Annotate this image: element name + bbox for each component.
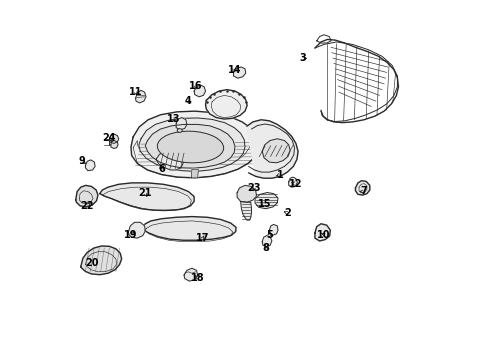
Text: 2: 2 [284, 208, 291, 218]
Text: 3: 3 [299, 53, 306, 63]
Polygon shape [184, 268, 197, 281]
Text: 7: 7 [361, 186, 368, 197]
Polygon shape [131, 111, 260, 178]
Polygon shape [76, 185, 98, 207]
Text: 4: 4 [184, 96, 191, 106]
Polygon shape [139, 118, 245, 171]
Polygon shape [81, 246, 122, 275]
Polygon shape [315, 224, 330, 241]
Text: 14: 14 [227, 64, 241, 75]
Polygon shape [234, 67, 245, 78]
Polygon shape [143, 217, 236, 240]
Text: 8: 8 [262, 243, 269, 253]
Ellipse shape [177, 129, 182, 132]
Text: 19: 19 [124, 230, 138, 239]
Text: 23: 23 [247, 183, 261, 193]
Polygon shape [100, 183, 194, 211]
Polygon shape [355, 181, 370, 195]
Text: 12: 12 [289, 179, 302, 189]
Polygon shape [191, 169, 198, 178]
Polygon shape [289, 177, 297, 187]
Polygon shape [109, 134, 119, 143]
Polygon shape [247, 120, 298, 178]
Text: 20: 20 [85, 258, 98, 268]
Text: 17: 17 [196, 233, 209, 243]
Text: 16: 16 [189, 81, 202, 91]
Text: 18: 18 [191, 273, 204, 283]
Text: 9: 9 [78, 156, 85, 166]
Polygon shape [262, 235, 272, 247]
Polygon shape [237, 185, 256, 202]
Polygon shape [111, 140, 118, 148]
Text: 1: 1 [277, 170, 284, 180]
Polygon shape [194, 85, 205, 97]
Text: 5: 5 [266, 230, 273, 239]
Polygon shape [262, 139, 290, 163]
Polygon shape [176, 118, 187, 130]
Text: 11: 11 [129, 87, 143, 97]
Polygon shape [146, 125, 235, 168]
Polygon shape [241, 202, 251, 220]
Polygon shape [133, 135, 259, 178]
Polygon shape [128, 222, 146, 238]
Polygon shape [156, 152, 183, 170]
Text: 10: 10 [317, 230, 331, 239]
Text: 6: 6 [158, 163, 165, 174]
Polygon shape [136, 90, 146, 103]
Polygon shape [85, 160, 95, 171]
Text: 15: 15 [258, 199, 272, 210]
Text: 13: 13 [167, 114, 180, 124]
Polygon shape [255, 193, 278, 209]
Polygon shape [270, 225, 278, 235]
Text: 21: 21 [138, 188, 151, 198]
Text: 24: 24 [103, 133, 116, 143]
Text: 22: 22 [80, 201, 94, 211]
Ellipse shape [157, 131, 223, 163]
Polygon shape [205, 90, 247, 119]
